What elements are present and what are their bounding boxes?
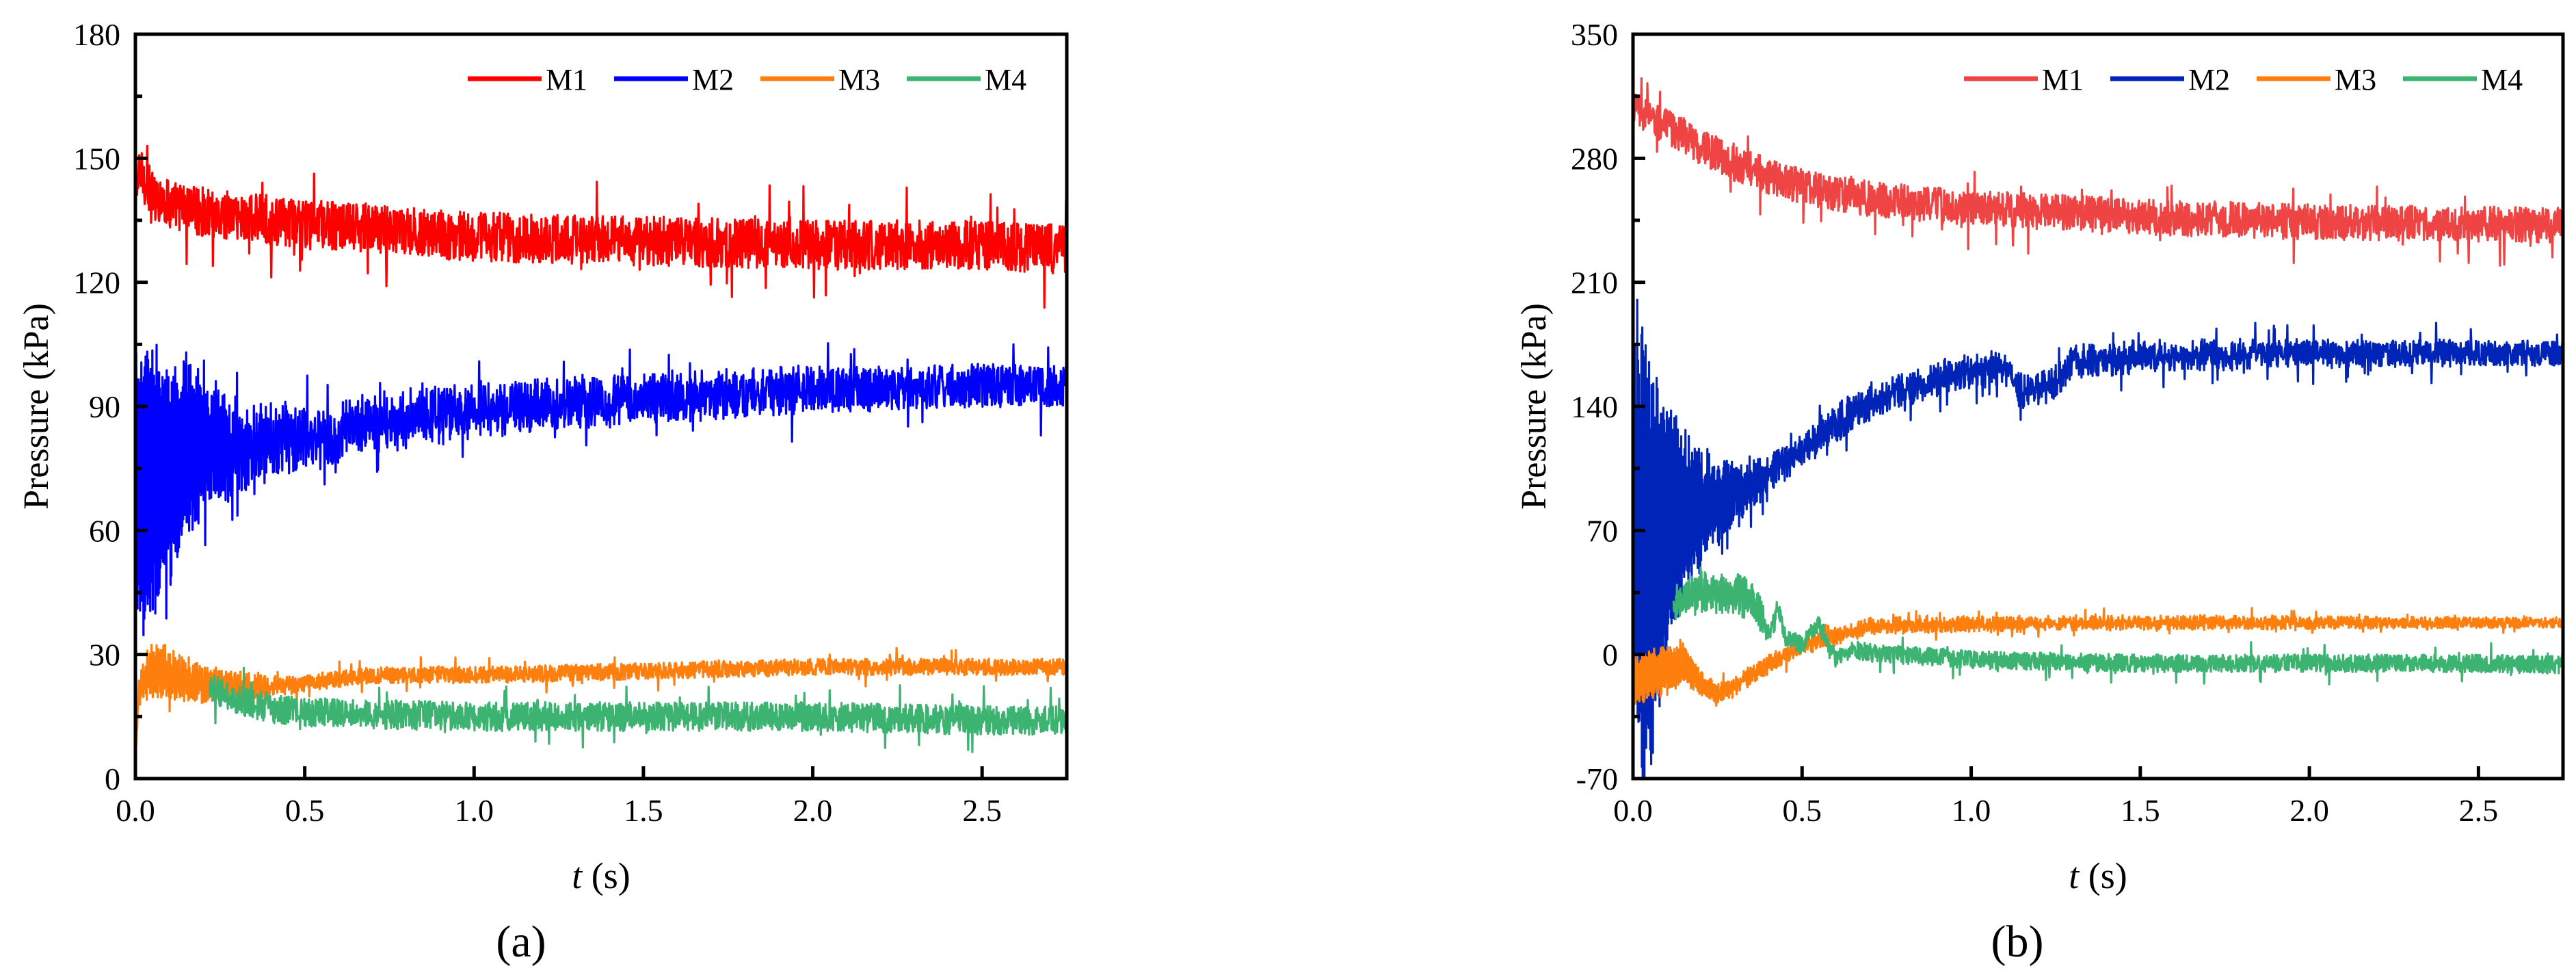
legend-label-m2: M2 (2188, 63, 2230, 96)
series-m3-line (1633, 607, 2563, 707)
series-m2-line (1633, 298, 2563, 779)
chart-b-x-axis-unit: (s) (2079, 855, 2127, 896)
x-tick-label: 0.0 (1613, 793, 1653, 828)
x-tick-label: 2.5 (2459, 793, 2499, 828)
x-tick-label: 2.5 (962, 793, 1002, 828)
y-tick-label: 150 (73, 141, 120, 176)
legend-label-m4: M4 (985, 63, 1026, 96)
chart-a-x-axis-unit: (s) (582, 855, 630, 896)
legend-label-m3: M3 (838, 63, 880, 96)
legend-label-m1: M1 (546, 63, 587, 96)
y-tick-label: 280 (1571, 141, 1618, 176)
series-m1-line (135, 144, 1067, 309)
y-tick-label: 90 (89, 389, 120, 424)
series-m3-line (135, 643, 1067, 756)
x-tick-label: 1.5 (2121, 793, 2160, 828)
x-tick-label: 2.0 (793, 793, 833, 828)
legend-label-m4: M4 (2481, 63, 2523, 96)
y-tick-label: 210 (1571, 265, 1618, 300)
chart-a-axes: 0.0 0.5 1.0 1.5 2.0 2.5 0 30 60 90 120 150 180 (73, 17, 1002, 828)
y-tick-label: 60 (89, 513, 120, 548)
legend-label-m1: M1 (2042, 63, 2084, 96)
y-tick-label: 350 (1571, 17, 1618, 52)
series-m4-line (209, 666, 1067, 753)
chart-b-x-axis-variable: t (2069, 855, 2080, 896)
legend-label-m2: M2 (692, 63, 734, 96)
chart-b-data-lines (1633, 77, 2563, 779)
chart-a-legend: M1 M2 M3 M4 (468, 63, 1026, 96)
chart-b-axes: 0.0 0.5 1.0 1.5 2.0 2.5 -70 0 70 140 210 280 350 (1571, 17, 2498, 828)
y-tick-label: 30 (89, 638, 120, 673)
series-m4-line (1672, 566, 2563, 686)
legend-label-m3: M3 (2335, 63, 2376, 96)
chart-b-x-axis-title: t (s) (2069, 855, 2127, 896)
y-tick-label: 120 (73, 265, 120, 300)
x-tick-label: 1.0 (1952, 793, 1991, 828)
x-tick-label: 0.5 (1783, 793, 1822, 828)
x-tick-label: 0.5 (285, 793, 325, 828)
x-tick-label: 1.0 (455, 793, 494, 828)
series-m2-line (135, 342, 1067, 636)
chart-a-y-axis-title: Pressure (kPa) (17, 303, 56, 510)
x-tick-label: 1.5 (624, 793, 663, 828)
series-m1-line (1633, 77, 2563, 267)
x-tick-label: 2.0 (2289, 793, 2329, 828)
panel-a-label: (a) (496, 917, 546, 967)
y-tick-label: 180 (73, 17, 120, 52)
chart-a-data-lines (135, 144, 1067, 756)
y-tick-label: 0 (105, 761, 120, 796)
chart-a-x-axis-variable: t (572, 855, 583, 896)
chart-b-legend: M1 M2 M3 M4 (1964, 63, 2523, 96)
y-tick-label: -70 (1576, 761, 1618, 796)
chart-a-x-axis-title: t (s) (572, 855, 630, 896)
y-tick-label: 0 (1602, 638, 1618, 673)
y-tick-label: 140 (1571, 389, 1618, 424)
x-tick-label: 0.0 (116, 793, 155, 828)
chart-b-y-axis-title: Pressure (kPa) (1515, 303, 1554, 510)
y-tick-label: 70 (1586, 513, 1618, 548)
panel-b-label: (b) (1991, 917, 2044, 967)
